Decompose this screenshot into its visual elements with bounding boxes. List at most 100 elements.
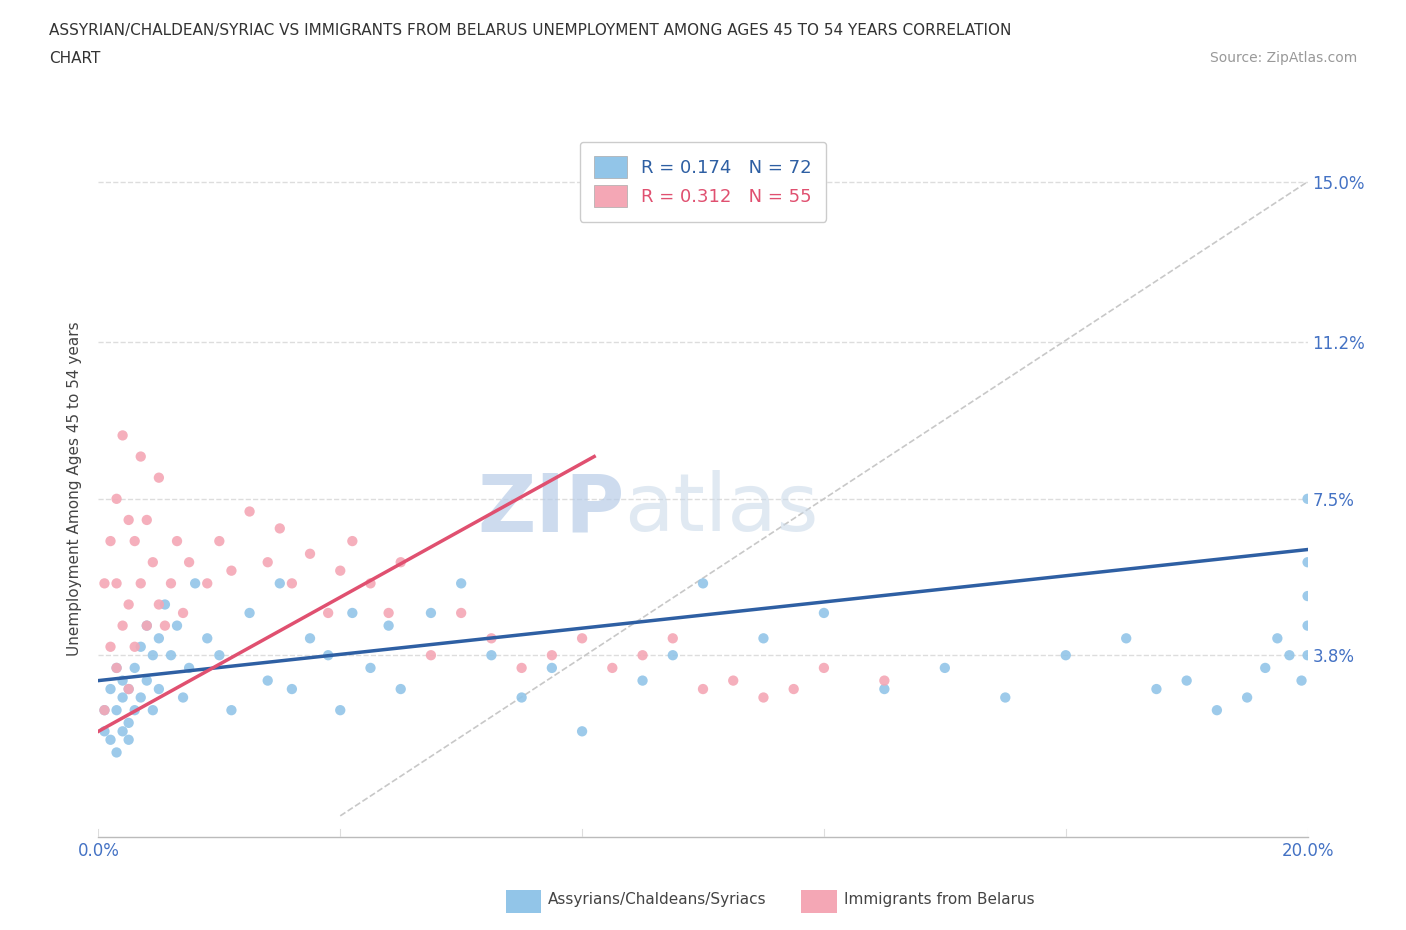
Y-axis label: Unemployment Among Ages 45 to 54 years: Unemployment Among Ages 45 to 54 years — [66, 321, 82, 656]
Point — [221, 703, 243, 718]
Point — [1296, 589, 1319, 604]
Point — [631, 648, 654, 663]
Point — [377, 618, 399, 633]
Point — [299, 546, 322, 561]
Point — [329, 564, 352, 578]
Point — [389, 555, 412, 570]
Point — [135, 673, 157, 688]
Point — [510, 660, 533, 675]
Point — [105, 703, 128, 718]
Point — [111, 618, 134, 633]
Point — [419, 648, 441, 663]
Point — [1254, 660, 1277, 675]
Text: ZIP: ZIP — [477, 471, 624, 548]
Point — [160, 648, 183, 663]
Point — [153, 597, 176, 612]
Point — [481, 631, 503, 645]
Point — [1175, 673, 1198, 688]
Point — [118, 715, 141, 730]
Point — [540, 648, 562, 663]
Point — [329, 703, 352, 718]
Point — [873, 682, 896, 697]
Point — [124, 639, 146, 654]
Point — [124, 534, 146, 549]
Point — [1206, 703, 1229, 718]
Point — [142, 648, 165, 663]
Text: CHART: CHART — [49, 51, 101, 66]
Point — [142, 703, 165, 718]
Point — [118, 597, 141, 612]
Point — [148, 471, 170, 485]
Point — [135, 512, 157, 527]
Point — [105, 660, 128, 675]
Point — [118, 682, 141, 697]
Point — [105, 745, 128, 760]
Point — [118, 682, 141, 697]
Point — [129, 690, 152, 705]
Point — [105, 491, 128, 506]
Point — [129, 449, 152, 464]
Point — [129, 576, 152, 591]
Point — [256, 673, 278, 688]
Point — [166, 618, 188, 633]
Point — [177, 660, 201, 675]
Point — [782, 682, 804, 697]
Point — [316, 648, 339, 663]
Point — [1296, 555, 1319, 570]
Point — [184, 576, 207, 591]
Point — [100, 682, 122, 697]
Point — [377, 605, 399, 620]
Point — [873, 673, 896, 688]
Point — [281, 576, 304, 591]
Point — [93, 703, 115, 718]
Point — [1278, 648, 1301, 663]
Point — [118, 512, 141, 527]
Point — [813, 605, 835, 620]
Text: ASSYRIAN/CHALDEAN/SYRIAC VS IMMIGRANTS FROM BELARUS UNEMPLOYMENT AMONG AGES 45 T: ASSYRIAN/CHALDEAN/SYRIAC VS IMMIGRANTS F… — [49, 23, 1011, 38]
Point — [111, 690, 134, 705]
Point — [571, 631, 593, 645]
Point — [450, 605, 472, 620]
Point — [100, 639, 122, 654]
Point — [602, 660, 624, 675]
Point — [195, 576, 218, 591]
Point — [93, 576, 115, 591]
Point — [100, 732, 122, 747]
Point — [111, 724, 134, 738]
Point — [172, 690, 194, 705]
Point — [1291, 673, 1313, 688]
Point — [1236, 690, 1258, 705]
Point — [142, 555, 165, 570]
Point — [148, 597, 170, 612]
Point — [661, 648, 683, 663]
Point — [994, 690, 1017, 705]
Point — [124, 703, 146, 718]
Point — [177, 555, 201, 570]
Point — [752, 690, 775, 705]
Point — [100, 534, 122, 549]
Point — [721, 673, 744, 688]
Point — [135, 618, 157, 633]
Point — [153, 618, 176, 633]
Point — [540, 660, 562, 675]
Point — [360, 576, 382, 591]
Point — [1054, 648, 1077, 663]
Text: Assyrians/Chaldeans/Syriacs: Assyrians/Chaldeans/Syriacs — [548, 892, 766, 907]
Point — [571, 724, 593, 738]
Point — [160, 576, 183, 591]
Point — [360, 660, 382, 675]
Point — [934, 660, 956, 675]
Point — [195, 631, 218, 645]
Point — [111, 428, 134, 443]
Point — [1296, 648, 1319, 663]
Text: Source: ZipAtlas.com: Source: ZipAtlas.com — [1209, 51, 1357, 65]
Point — [631, 673, 654, 688]
Point — [1296, 491, 1319, 506]
Point — [450, 576, 472, 591]
Point — [389, 682, 412, 697]
Point — [661, 631, 683, 645]
Point — [208, 648, 231, 663]
Point — [118, 732, 141, 747]
Point — [316, 605, 339, 620]
Point — [510, 690, 533, 705]
